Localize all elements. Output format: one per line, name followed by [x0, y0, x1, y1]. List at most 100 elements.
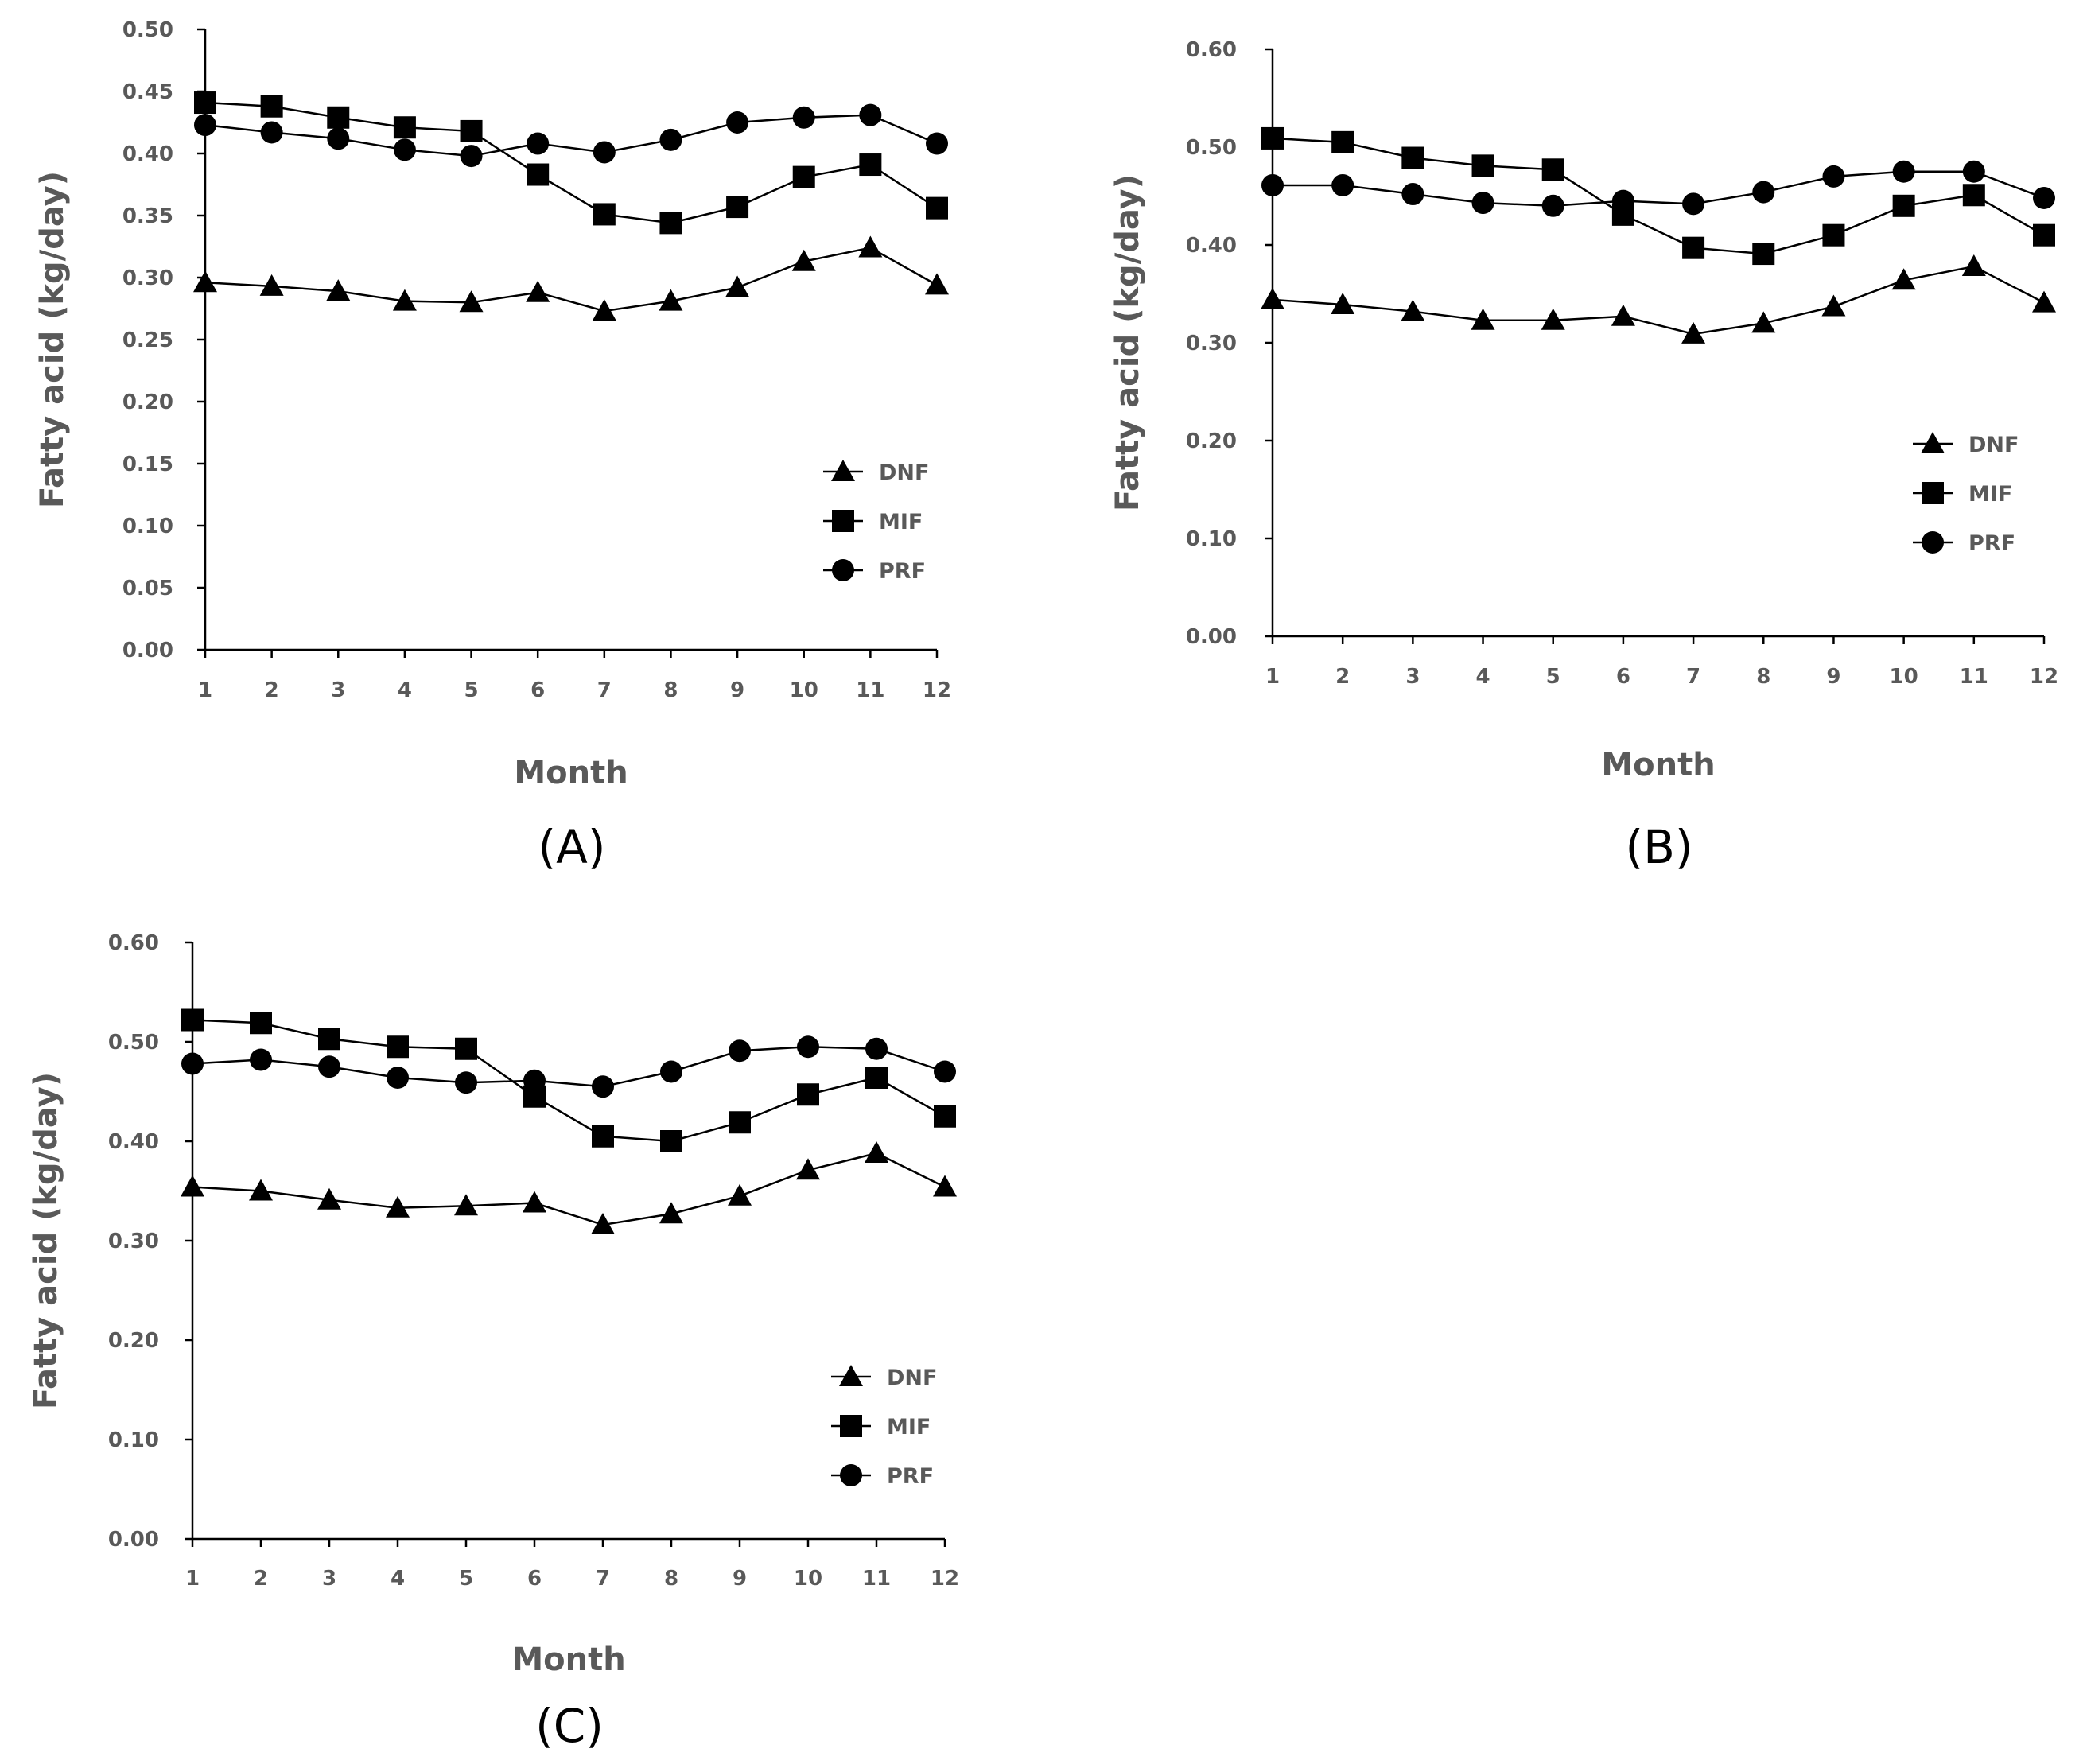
- data-point-prf: [1261, 173, 1284, 196]
- data-point-prf: [592, 1075, 614, 1098]
- data-point-dnf: [791, 249, 816, 271]
- panel-label: (B): [1625, 820, 1693, 874]
- data-point-prf: [1752, 181, 1775, 204]
- data-point-dnf: [526, 280, 550, 302]
- series-line-prf: [192, 1045, 946, 1088]
- y-tick-label: 0.45: [122, 80, 173, 104]
- x-tick-label: 3: [322, 1567, 336, 1591]
- data-point-mif: [393, 116, 416, 139]
- legend-label-prf: PRF: [879, 559, 926, 584]
- data-point-dnf: [193, 270, 217, 293]
- data-point-dnf: [865, 1141, 888, 1163]
- data-point-dnf: [1471, 308, 1495, 330]
- x-tick-label: 7: [1686, 665, 1700, 689]
- y-tick-label: 0.30: [122, 266, 173, 290]
- legend-label-prf: PRF: [1968, 531, 2015, 556]
- x-tick-label: 3: [1405, 665, 1420, 689]
- data-point-mif: [1331, 130, 1354, 153]
- data-point-dnf: [925, 273, 949, 295]
- legend-label-dnf: DNF: [1968, 433, 2019, 457]
- x-tick-label: 12: [923, 678, 951, 702]
- panel-label: (A): [538, 820, 606, 874]
- data-point-dnf: [181, 1175, 204, 1197]
- data-point-mif: [859, 153, 882, 177]
- x-axis-title: Month: [514, 755, 628, 791]
- data-point-mif: [455, 1037, 477, 1060]
- panel-label: (C): [535, 1699, 604, 1753]
- legend-label-prf: PRF: [887, 1464, 934, 1489]
- x-tick-label: 12: [2030, 665, 2058, 689]
- legend: DNF MIF PRF: [823, 460, 929, 584]
- data-point-mif: [1541, 158, 1564, 181]
- legend-label-dnf: DNF: [879, 460, 929, 485]
- data-point-dnf: [1751, 311, 1776, 333]
- y-tick-label: 0.30: [1186, 332, 1237, 356]
- y-axis-title: Fatty acid (kg/day): [1110, 174, 1146, 511]
- data-point-dnf: [1331, 293, 1355, 315]
- data-point-mif: [726, 196, 749, 219]
- x-tick-label: 4: [391, 1567, 405, 1591]
- legend-marker-prf: [1922, 531, 1944, 554]
- data-point-prf: [327, 127, 350, 150]
- data-point-dnf: [317, 1187, 341, 1210]
- data-point-dnf: [1821, 294, 1846, 317]
- data-point-mif: [1471, 154, 1494, 177]
- data-point-prf: [181, 1052, 204, 1075]
- data-point-prf: [1822, 165, 1845, 188]
- data-point-mif: [1822, 223, 1845, 247]
- data-point-mif: [926, 196, 948, 220]
- data-point-mif: [250, 1012, 272, 1035]
- data-point-mif: [659, 212, 682, 235]
- data-point-prf: [250, 1048, 272, 1071]
- y-tick-label: 0.50: [122, 18, 173, 42]
- data-point-prf: [460, 145, 483, 168]
- data-point-mif: [865, 1067, 888, 1089]
- data-point-prf: [527, 132, 550, 155]
- data-point-mif: [797, 1083, 819, 1106]
- data-point-dnf: [454, 1194, 478, 1216]
- data-point-mif: [181, 1008, 204, 1032]
- y-tick-label: 0.15: [122, 453, 173, 476]
- data-point-dnf: [796, 1158, 820, 1180]
- x-tick-label: 7: [597, 678, 612, 702]
- data-point-prf: [1611, 189, 1634, 212]
- y-axis-title: Fatty acid (kg/day): [28, 1072, 64, 1409]
- x-tick-label: 1: [1265, 665, 1280, 689]
- data-point-prf: [523, 1069, 546, 1092]
- data-point-prf: [593, 141, 616, 164]
- y-tick-label: 0.50: [108, 1031, 159, 1055]
- data-point-dnf: [858, 235, 883, 258]
- y-tick-label: 0.00: [1186, 625, 1237, 649]
- x-tick-label: 8: [1756, 665, 1770, 689]
- x-tick-label: 9: [730, 678, 744, 702]
- y-tick-label: 0.10: [1186, 527, 1237, 551]
- y-tick-label: 0.60: [1186, 38, 1237, 62]
- y-tick-label: 0.60: [108, 931, 159, 955]
- data-point-mif: [387, 1035, 409, 1059]
- x-tick-label: 5: [1546, 665, 1560, 689]
- data-point-mif: [1261, 126, 1284, 150]
- y-tick-label: 0.40: [122, 142, 173, 166]
- data-point-dnf: [659, 289, 683, 311]
- data-point-dnf: [1401, 299, 1425, 321]
- x-tick-label: 8: [663, 678, 678, 702]
- x-tick-label: 2: [254, 1567, 268, 1591]
- data-point-dnf: [728, 1183, 752, 1206]
- data-point-mif: [660, 1130, 682, 1152]
- x-tick-label: 2: [1335, 665, 1350, 689]
- data-point-mif: [593, 203, 616, 226]
- data-point-prf: [1471, 192, 1494, 215]
- data-point-mif: [2033, 223, 2055, 247]
- data-point-prf: [387, 1067, 409, 1089]
- data-point-dnf: [2032, 290, 2056, 313]
- series-line-dnf: [192, 1152, 946, 1226]
- x-tick-label: 11: [1960, 665, 1988, 689]
- data-point-prf: [1331, 173, 1354, 196]
- series-line-dnf: [1272, 265, 2045, 336]
- chart-panel-1: 0.00 0.05 0.10 0.15 0.20 0.25 0.30 0.35 0.40 0.45…: [34, 18, 951, 874]
- data-point-dnf: [933, 1175, 957, 1197]
- y-tick-label: 0.20: [108, 1329, 159, 1353]
- legend-marker-dnf: [1921, 432, 1945, 453]
- x-tick-label: 11: [856, 678, 884, 702]
